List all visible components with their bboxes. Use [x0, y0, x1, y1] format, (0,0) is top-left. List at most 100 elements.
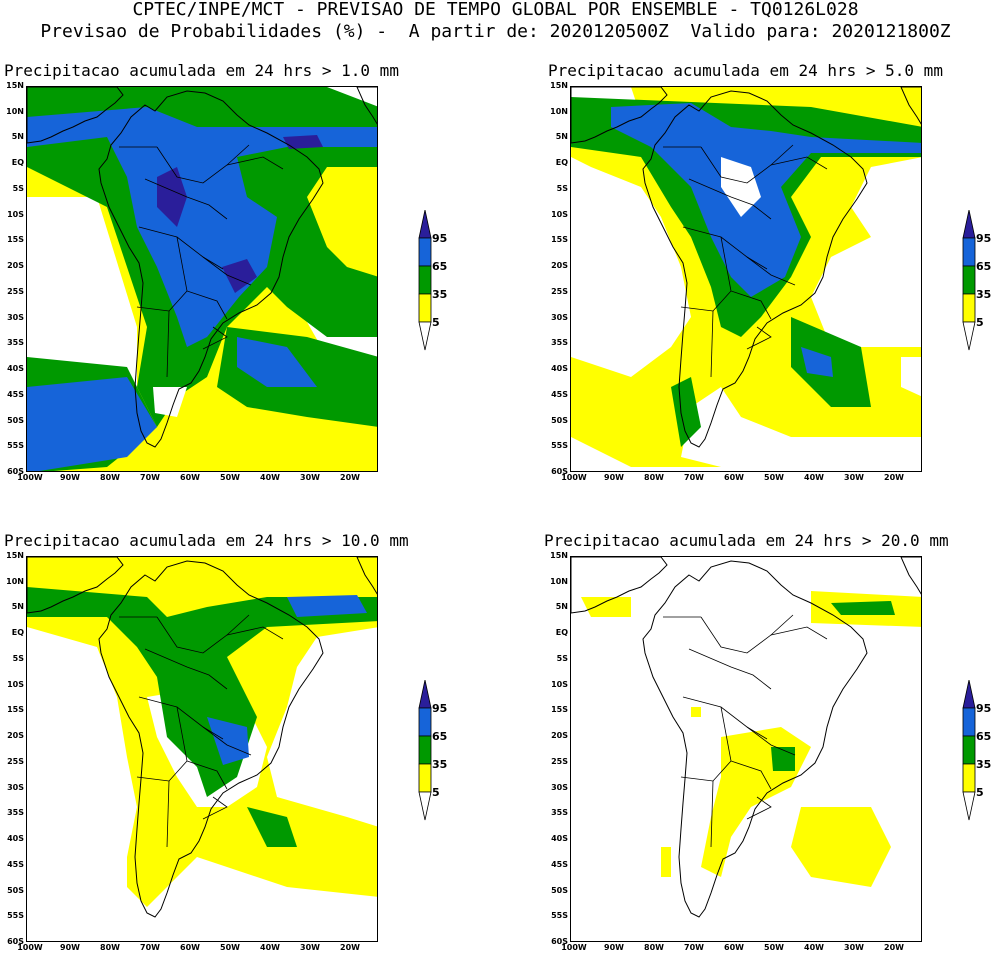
country-border [138, 696, 224, 740]
legend-swatch-purple [962, 680, 976, 709]
lat-tick-label: 30S [551, 782, 568, 792]
country-border [682, 696, 768, 740]
lat-tick-label: 10N [6, 576, 24, 586]
country-border [202, 726, 252, 756]
country-border [720, 706, 772, 790]
legend-swatch-yellow [962, 763, 976, 793]
legend-level-label: 5 [432, 786, 440, 799]
legend-colorbar [418, 210, 432, 351]
legend-swatch-green [962, 735, 976, 765]
lat-tick-label: 25S [551, 286, 568, 296]
header-line-1: CPTEC/INPE/MCT - PREVISAO DE TEMPO GLOBA… [132, 0, 859, 20]
country-border [688, 648, 772, 690]
lat-tick-label: 35S [551, 338, 568, 348]
panel-3-title: Precipitacao acumulada em 24 hrs > 10.0 … [4, 531, 409, 550]
legend-swatch-white [418, 791, 432, 821]
lat-tick-label: 5S [12, 653, 24, 663]
probability-region-blue [27, 377, 157, 471]
probability-region-purple [222, 259, 257, 293]
lon-tick-label: 80W [644, 943, 664, 952]
legend-level-label: 5 [976, 316, 984, 329]
legend-level-label: 35 [976, 288, 991, 301]
legend-level-label: 95 [976, 232, 991, 245]
panel-1-title: Precipitacao acumulada em 24 hrs > 1.0 m… [4, 61, 399, 80]
lat-tick-label: 45S [551, 859, 568, 869]
probability-region-blue [207, 717, 249, 765]
country-border [176, 236, 228, 320]
legend-level-label: 65 [432, 260, 448, 273]
lat-tick-label: EQ [11, 628, 24, 638]
south-america-coastline [642, 560, 868, 918]
lat-tick-label: 5N [11, 132, 24, 142]
legend-swatch-green [962, 265, 976, 295]
lat-tick-label: 30S [7, 312, 24, 322]
legend-swatch-green [418, 735, 432, 765]
country-border [144, 648, 228, 690]
lon-tick-label: 60W [724, 473, 744, 482]
lon-tick-label: 60W [180, 473, 200, 482]
lat-tick-label: EQ [555, 158, 568, 168]
lat-tick-label: 40S [551, 364, 568, 374]
lat-tick-label: 15N [550, 81, 568, 90]
lon-tick-label: 70W [684, 943, 704, 952]
lon-tick-label: 90W [604, 943, 624, 952]
lon-tick-label: 20W [884, 943, 904, 952]
lon-tick-label: 100W [17, 473, 43, 482]
lat-tick-label: 35S [551, 808, 568, 818]
probability-region-yellow [581, 597, 631, 617]
lat-tick-label: 25S [7, 756, 24, 766]
probability-region-blue [801, 347, 833, 377]
lat-tick-label: 60S [7, 937, 24, 946]
lat-tick-label: 55S [7, 441, 24, 451]
country-border [202, 256, 252, 286]
country-border [226, 156, 284, 170]
lat-tick-label: EQ [11, 158, 24, 168]
country-border [710, 780, 714, 848]
legend-swatch-white [418, 321, 432, 351]
legend-swatch-yellow [418, 763, 432, 793]
legend-colorbar [962, 210, 976, 351]
lat-tick-label: 20S [551, 731, 568, 741]
probability-region-yellow [691, 707, 701, 717]
legend-level-label: 95 [432, 232, 448, 245]
probability-region-yellow [661, 847, 671, 877]
lat-tick-label: 10S [7, 679, 24, 689]
legend-level-label: 5 [432, 316, 440, 329]
country-border [720, 236, 772, 320]
lat-tick-label: 25S [7, 286, 24, 296]
legend-level-label: 65 [976, 730, 991, 743]
lon-tick-label: 50W [764, 943, 784, 952]
lon-tick-label: 50W [220, 943, 240, 952]
legend-colorbar [962, 680, 976, 821]
legend-swatch-blue [418, 237, 432, 267]
lon-tick-label: 70W [140, 473, 160, 482]
header-line-2: Previsao de Probabilidades (%) - A parti… [40, 21, 951, 42]
lon-tick-label: 30W [300, 473, 320, 482]
lat-tick-label: 45S [7, 389, 24, 399]
africa-coastline [356, 87, 377, 125]
africa-coastline [356, 557, 377, 595]
country-border [202, 796, 228, 820]
lon-tick-label: 90W [60, 943, 80, 952]
lon-tick-label: 80W [644, 473, 664, 482]
lat-tick-label: 45S [7, 859, 24, 869]
probability-region-purple [157, 167, 187, 227]
country-border [166, 780, 170, 848]
probability-region-green [831, 601, 895, 615]
probability-region-white [27, 197, 137, 387]
lon-tick-label: 70W [684, 473, 704, 482]
map-frame [570, 556, 922, 942]
legend-swatch-blue [962, 237, 976, 267]
country-border [746, 326, 772, 350]
lat-tick-label: 15N [550, 551, 568, 560]
lat-tick-label: 40S [551, 834, 568, 844]
lat-tick-label: 10S [551, 679, 568, 689]
lon-tick-label: 30W [300, 943, 320, 952]
lat-tick-label: 10N [550, 576, 568, 586]
probability-region-blue [287, 595, 367, 617]
legend-level-label: 35 [432, 758, 448, 771]
lon-tick-label: 40W [260, 473, 280, 482]
probability-region-blue [27, 107, 377, 347]
map-svg [571, 87, 921, 467]
country-border [746, 256, 796, 286]
